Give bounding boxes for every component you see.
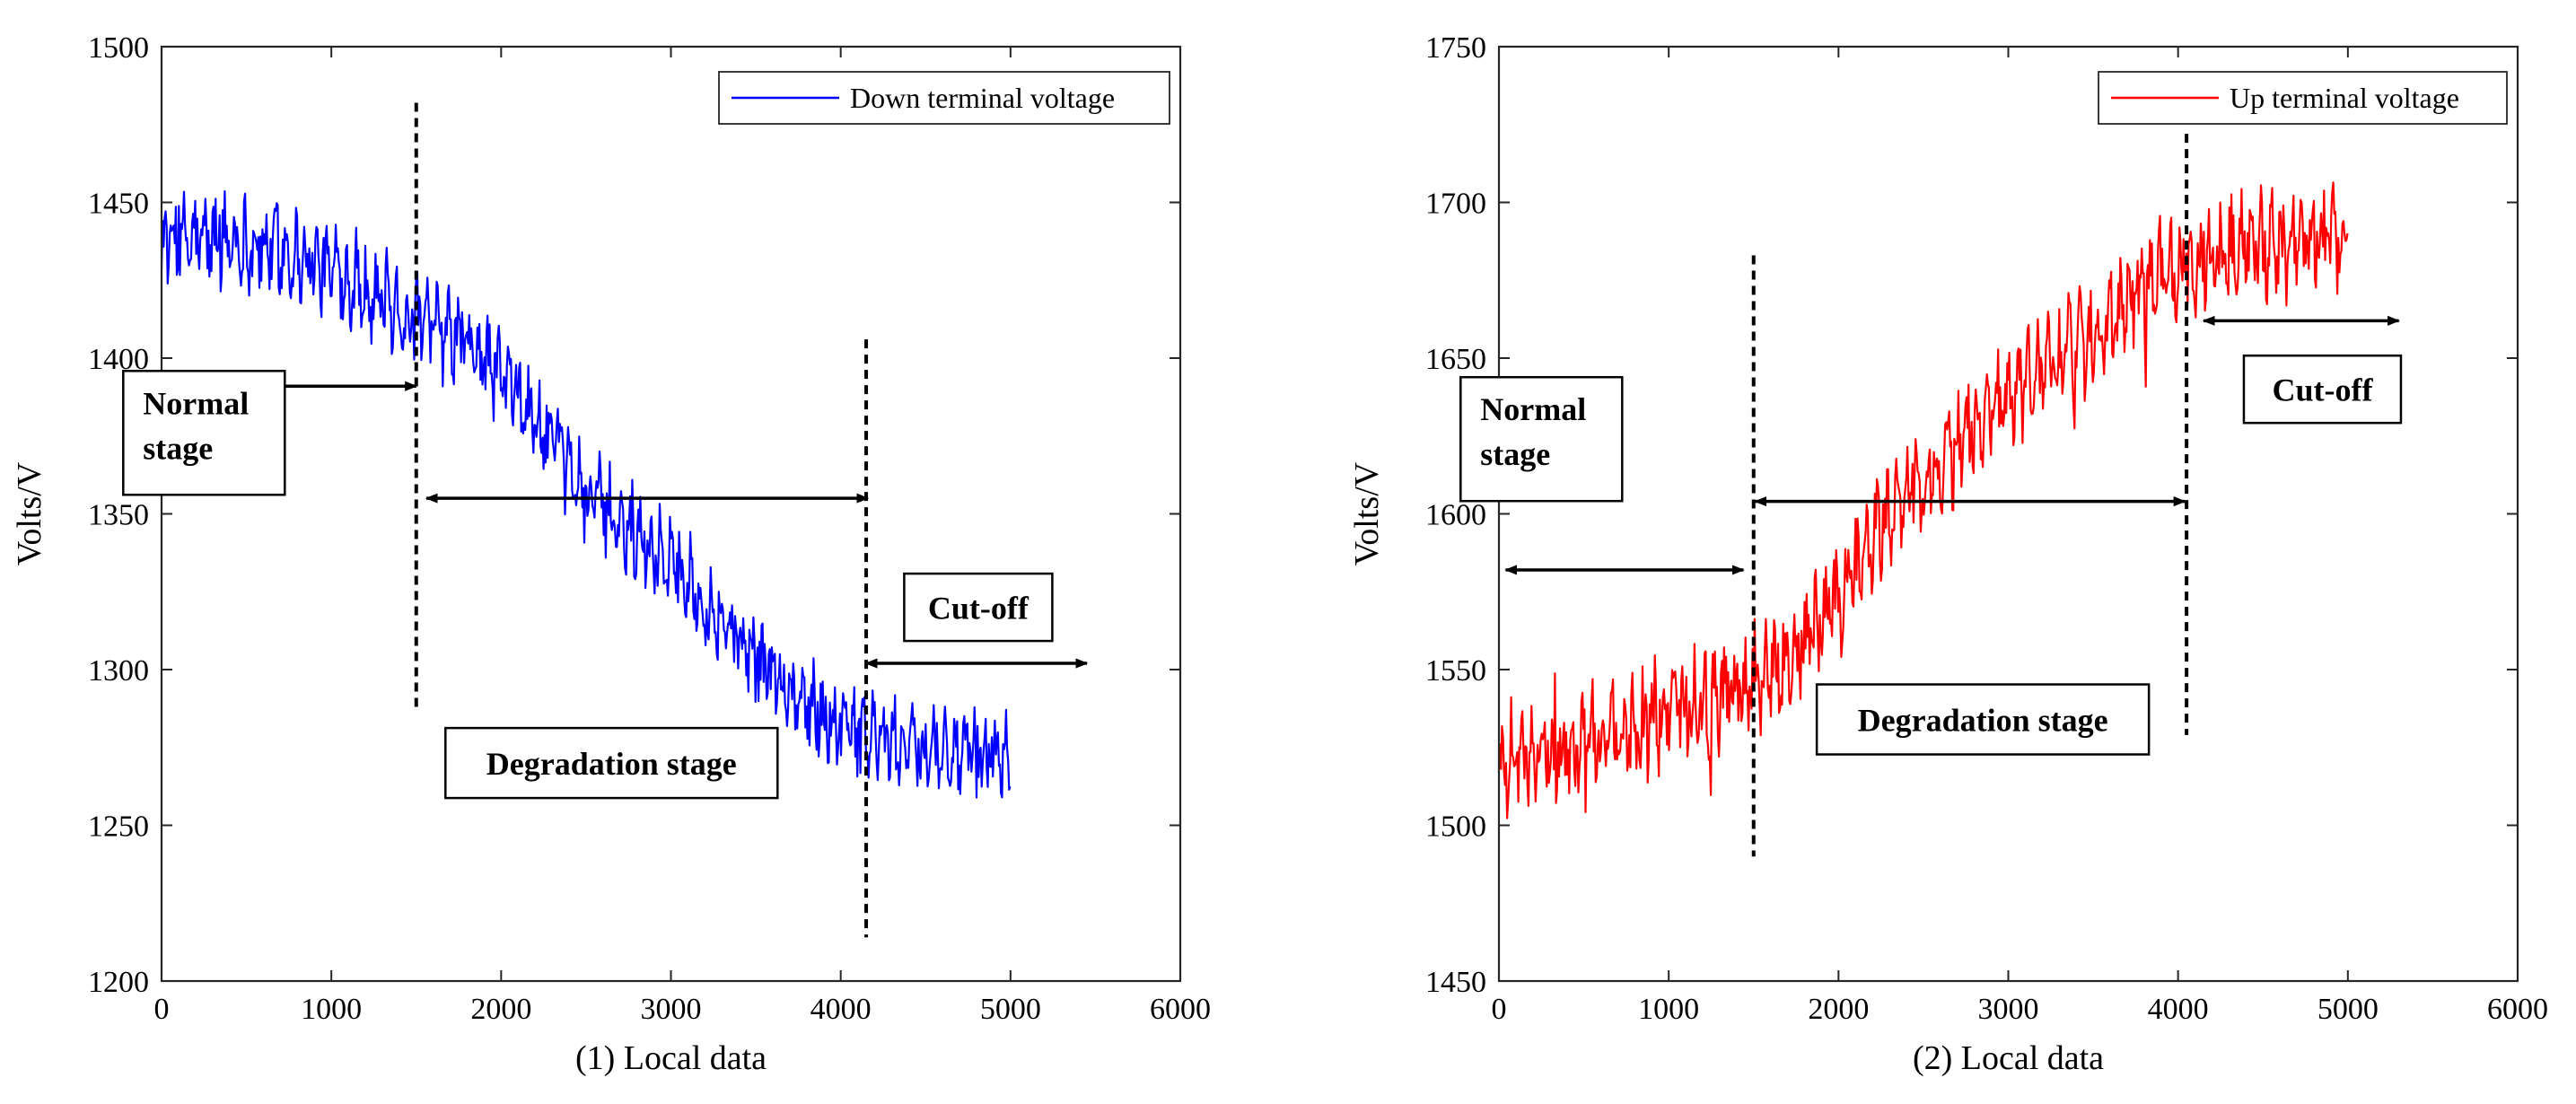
y-tick-label: 1500 <box>1425 810 1486 844</box>
y-tick-label: 1700 <box>1425 188 1486 221</box>
annotation-text: Cut-off <box>2272 372 2373 408</box>
x-tick-label: 2000 <box>1808 993 1869 1026</box>
annotation-box <box>1459 375 1624 503</box>
annotation-box <box>122 370 286 496</box>
y-tick-label: 1650 <box>1425 343 1486 376</box>
x-tick-label: 3000 <box>641 993 702 1026</box>
annotation-text: Normal <box>1480 391 1586 427</box>
annotation-text: Degradation stage <box>486 746 737 782</box>
x-tick-label: 4000 <box>2148 993 2209 1026</box>
annotation-text: Degradation stage <box>1858 703 2108 739</box>
x-tick-label: 0 <box>1492 993 1507 1026</box>
annotation-box <box>903 572 1054 643</box>
y-axis-label: Volts/V <box>11 461 48 565</box>
annotation-text: Cut-off <box>928 591 1030 626</box>
left-chart-panel: 0 1000 2000 3000 4000 5000 6000 1200 1250 1300 135… <box>11 31 1211 1077</box>
axes-frame <box>1497 45 2519 983</box>
x-tick-label: 1000 <box>301 993 362 1026</box>
x-axis-label: (2) Local data <box>1913 1039 2104 1077</box>
y-tick-label: 1550 <box>1425 654 1486 688</box>
x-tick-label: 2000 <box>470 993 531 1026</box>
x-tick-label: 6000 <box>1150 993 1211 1026</box>
series-line-down-terminal-voltage <box>162 190 1012 799</box>
series-line-up-terminal-voltage <box>1499 181 2349 819</box>
x-tick-label: 5000 <box>980 993 1041 1026</box>
y-tick-label: 1450 <box>88 188 149 221</box>
y-tick-label: 1500 <box>88 31 149 65</box>
x-tick-label: 4000 <box>810 993 872 1026</box>
x-tick-label: 5000 <box>2318 993 2379 1026</box>
y-tick-label: 1300 <box>88 654 149 688</box>
y-tick-label: 1750 <box>1425 31 1486 65</box>
annotation-text: stage <box>143 430 213 466</box>
y-tick-label: 1450 <box>1425 966 1486 999</box>
annotation-box <box>444 726 779 800</box>
annotation-text: Normal <box>143 385 249 421</box>
y-tick-label: 1250 <box>88 810 149 844</box>
annotation-box <box>2242 354 2403 425</box>
x-axis-label: (1) Local data <box>575 1039 767 1077</box>
right-chart-panel: 0 1000 2000 3000 4000 5000 6000 1450 1500 1550 160… <box>1348 31 2548 1077</box>
y-axis-label: Volts/V <box>1348 461 1386 565</box>
annotation-text: stage <box>1480 436 1550 472</box>
x-tick-label: 3000 <box>1978 993 2039 1026</box>
x-tick-label: 1000 <box>1638 993 1699 1026</box>
x-tick-label: 6000 <box>2487 993 2548 1026</box>
annotation-box <box>1815 683 2151 756</box>
legend-label: Down terminal voltage <box>850 82 1115 114</box>
axes-frame <box>160 45 1182 983</box>
legend-label: Up terminal voltage <box>2230 82 2459 114</box>
y-tick-label: 1600 <box>1425 499 1486 532</box>
y-tick-label: 1350 <box>88 499 149 532</box>
y-tick-label: 1200 <box>88 966 149 999</box>
x-tick-label: 0 <box>154 993 170 1026</box>
